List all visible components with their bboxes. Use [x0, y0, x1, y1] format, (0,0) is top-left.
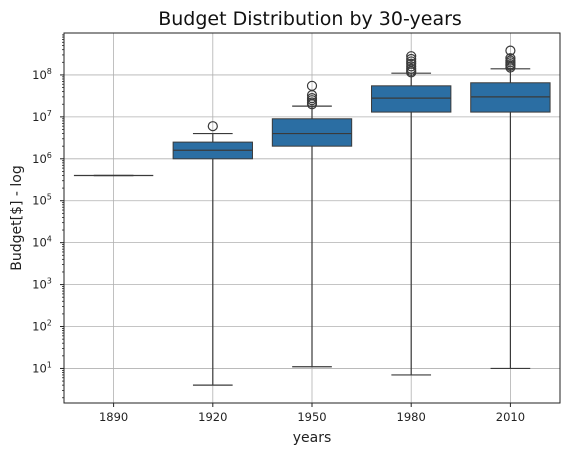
- outlier-point: [505, 45, 516, 56]
- outlier-point: [406, 61, 417, 72]
- outlier-point: [306, 80, 318, 91]
- outlier-point: [406, 53, 417, 65]
- x-tick-label: 1950: [297, 410, 326, 424]
- iqr-box: [371, 85, 452, 113]
- x-tick-label: 1890: [99, 410, 128, 424]
- box-group-2010: [470, 45, 551, 370]
- box-layer: [73, 45, 551, 386]
- y-tick-label: 104: [32, 235, 52, 250]
- x-axis-label: years: [293, 430, 332, 446]
- outlier-point: [207, 121, 218, 132]
- x-tick-label: 1980: [397, 410, 426, 424]
- outlier-point: [306, 93, 318, 104]
- outlier-point: [406, 63, 417, 74]
- box-group-1920: [172, 121, 253, 386]
- outlier-point: [505, 53, 516, 64]
- x-tick-label: 2010: [496, 410, 525, 424]
- y-axis-label: Budget[$] - log: [9, 165, 25, 270]
- box-group-1950: [271, 80, 353, 368]
- y-tick-label: 105: [32, 193, 52, 208]
- outlier-point: [406, 56, 417, 67]
- y-tick-label: 101: [32, 360, 52, 375]
- outlier-point: [406, 51, 417, 62]
- y-tick-label: 102: [32, 319, 52, 334]
- y-tick-label: 108: [32, 67, 52, 82]
- y-tick-label: 103: [32, 277, 52, 292]
- y-tick-label: 107: [32, 109, 52, 124]
- x-tick-label: 1920: [198, 410, 227, 424]
- iqr-box: [271, 118, 353, 147]
- box-group-1980: [371, 51, 452, 376]
- chart-title: Budget Distribution by 30-years: [158, 8, 462, 30]
- tick-layer: 1890 1920 1950 1980 2010 101 102 103 104 105 106 10…: [32, 34, 525, 424]
- y-tick-label: 106: [32, 151, 52, 166]
